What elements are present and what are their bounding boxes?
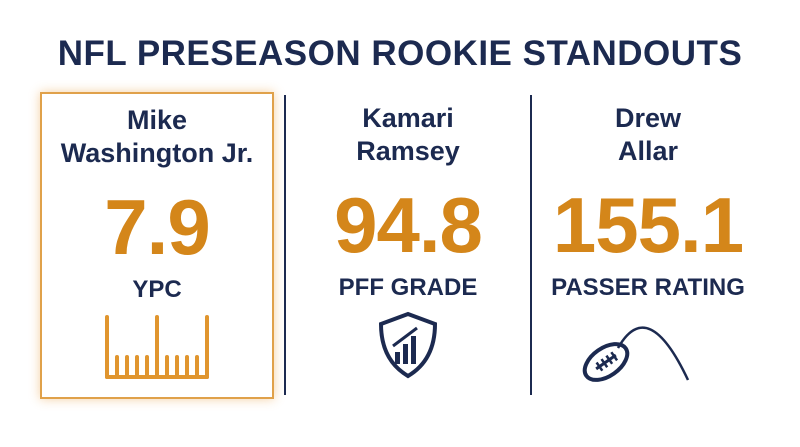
yard-icon	[105, 315, 209, 379]
stat-label: YPC	[132, 276, 182, 303]
divider	[530, 95, 532, 395]
title: NFL PRESEASON ROOKIE STANDOUTS	[57, 34, 743, 73]
shield-icon	[378, 311, 438, 379]
name-line: Mike	[126, 105, 188, 135]
card: Kamari Ramsey 94.8 PFF GRADE	[290, 92, 526, 395]
player-name: Mike Washington Jr.	[42, 104, 272, 170]
name-line: Kamari	[362, 103, 454, 133]
player-name: Drew Allar	[528, 102, 768, 168]
player-name: Kamari Ramsey	[290, 102, 526, 168]
stat-value: 7.9	[104, 183, 210, 271]
name-line: Washington Jr.	[60, 138, 254, 168]
name-line: Allar	[617, 136, 679, 166]
name-line: Ramsey	[356, 136, 460, 166]
football-icon	[582, 326, 690, 382]
stat-value: 94.8	[334, 181, 483, 269]
name-line: Drew	[614, 103, 682, 133]
stat-label: PFF GRADE	[338, 274, 478, 301]
stat-label: PASSER RATING	[551, 274, 745, 301]
stat-value: 155.1	[552, 181, 744, 269]
card: Mike Washington Jr. 7.9 YPC	[40, 92, 274, 399]
divider	[284, 95, 286, 395]
card: Drew Allar 155.1 PASSER RATING	[528, 92, 768, 395]
